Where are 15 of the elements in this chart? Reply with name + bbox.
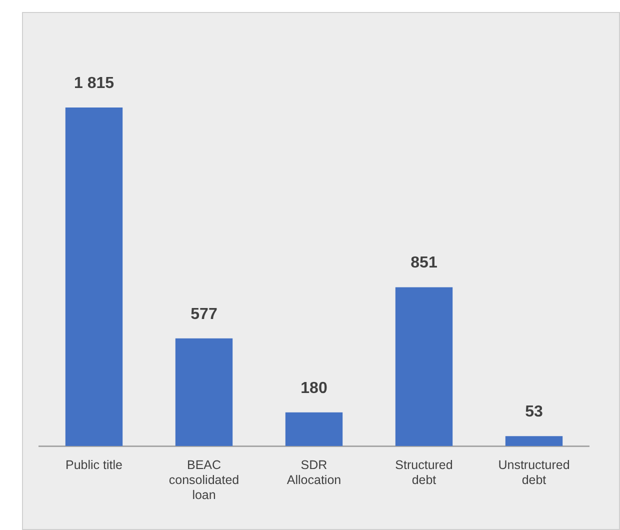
- data-label: 53: [525, 404, 543, 421]
- bar: [285, 412, 343, 446]
- data-label: 180: [300, 380, 328, 397]
- bar: [505, 436, 563, 446]
- x-tick-label: Public title: [66, 458, 123, 472]
- x-tick-label: Structured debt: [395, 458, 453, 487]
- bar: [395, 287, 453, 446]
- x-tick-label: BEAC consolidated loan: [168, 458, 240, 502]
- bar: [65, 108, 123, 446]
- data-label: 577: [190, 306, 218, 323]
- bar: [175, 338, 233, 446]
- data-label: 851: [410, 254, 438, 272]
- data-label: 1 815: [74, 74, 114, 92]
- x-tick-label: Unstructured debt: [498, 458, 570, 487]
- x-tick-label: SDR Allocation: [286, 458, 342, 487]
